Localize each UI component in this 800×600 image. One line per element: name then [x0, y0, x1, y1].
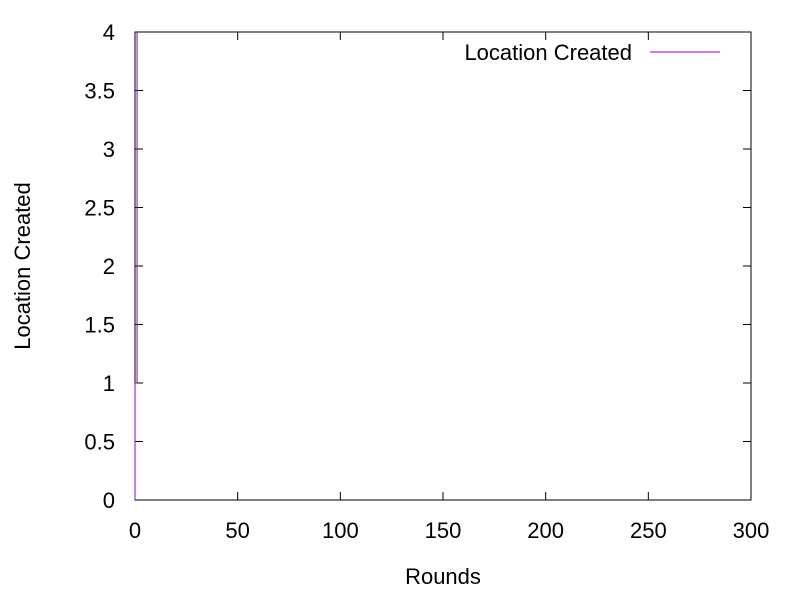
x-axis-title: Rounds — [405, 564, 481, 589]
x-tick-label: 50 — [225, 518, 249, 543]
series-layer — [134, 32, 138, 500]
y-tick-label: 4 — [103, 20, 115, 45]
x-tick-label: 0 — [129, 518, 141, 543]
plot-area-border — [134, 31, 752, 501]
series-line — [134, 32, 138, 500]
y-tick-label: 1 — [103, 371, 115, 396]
legend-label: Location Created — [464, 40, 632, 65]
y-tick-label: 1.5 — [84, 313, 115, 338]
x-axis-ticks: 0 50 100 150 200 250 300 — [129, 32, 769, 543]
x-tick-label: 300 — [733, 518, 770, 543]
x-tick-label: 250 — [630, 518, 667, 543]
y-tick-label: 0.5 — [84, 430, 115, 455]
y-axis-title: Location Created — [10, 182, 35, 350]
y-tick-label: 0 — [103, 488, 115, 513]
x-tick-label: 150 — [425, 518, 462, 543]
y-tick-label: 3.5 — [84, 79, 115, 104]
y-axis-ticks: 0 0.5 1 1.5 2 2.5 3 3.5 4 — [84, 20, 751, 513]
legend: Location Created — [464, 40, 720, 65]
x-tick-label: 100 — [322, 518, 359, 543]
x-tick-label: 200 — [527, 518, 564, 543]
y-tick-label: 2 — [103, 254, 115, 279]
y-tick-label: 3 — [103, 137, 115, 162]
y-tick-label: 2.5 — [84, 196, 115, 221]
